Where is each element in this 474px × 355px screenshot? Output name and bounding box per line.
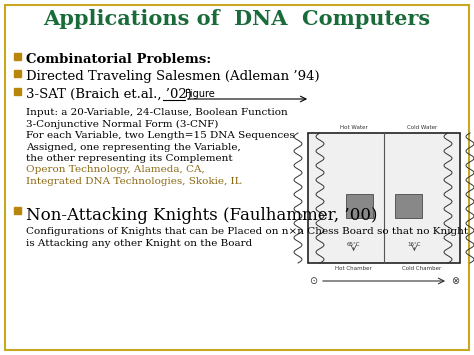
Text: ⊗: ⊗ [451, 276, 459, 286]
Text: Combinatorial Problems:: Combinatorial Problems: [26, 53, 211, 66]
Text: Figure: Figure [185, 89, 215, 99]
Text: 3-SAT (Braich et.al., ’02): 3-SAT (Braich et.al., ’02) [26, 88, 192, 101]
Text: Non-Attacking Knights (Faulhammer, ’00): Non-Attacking Knights (Faulhammer, ’00) [26, 207, 377, 224]
Bar [395, 194, 422, 218]
Text: Hot Chamber: Hot Chamber [335, 266, 372, 271]
Text: Cold Water: Cold Water [407, 125, 437, 130]
Text: Hot Water: Hot Water [340, 125, 367, 130]
Text: the other representing its Complement: the other representing its Complement [26, 154, 233, 163]
Text: Cold Chamber: Cold Chamber [402, 266, 442, 271]
Text: Applications of  DNA  Computers: Applications of DNA Computers [44, 9, 430, 29]
Bar [14, 87, 21, 94]
Text: is Attacking any other Knight on the Board: is Attacking any other Knight on the Boa… [26, 239, 252, 247]
Text: 3-Conjunctive Normal Form (3-CNF): 3-Conjunctive Normal Form (3-CNF) [26, 120, 219, 129]
Bar [14, 70, 21, 76]
Bar [308, 133, 460, 263]
Text: Configurations of Knights that can be Placed on n×n Chess Board so that no Knigh: Configurations of Knights that can be Pl… [26, 227, 468, 236]
Text: Input: a 20-Variable, 24-Clause, Boolean Function: Input: a 20-Variable, 24-Clause, Boolean… [26, 108, 288, 117]
Text: 16°C: 16°C [408, 242, 421, 247]
Text: For each Variable, two Length=15 DNA Sequences: For each Variable, two Length=15 DNA Seq… [26, 131, 295, 140]
Text: Integrated DNA Technologies, Skokie, IL: Integrated DNA Technologies, Skokie, IL [26, 177, 241, 186]
Bar [14, 53, 21, 60]
Text: Directed Traveling Salesmen (Adleman ’94): Directed Traveling Salesmen (Adleman ’94… [26, 70, 319, 83]
Text: ⊙: ⊙ [309, 276, 317, 286]
Text: Operon Technology, Alameda, CA,: Operon Technology, Alameda, CA, [26, 165, 205, 175]
Text: Assigned, one representing the Variable,: Assigned, one representing the Variable, [26, 142, 241, 152]
Bar [346, 194, 374, 218]
Text: 65°C: 65°C [347, 242, 360, 247]
Bar [14, 207, 21, 213]
